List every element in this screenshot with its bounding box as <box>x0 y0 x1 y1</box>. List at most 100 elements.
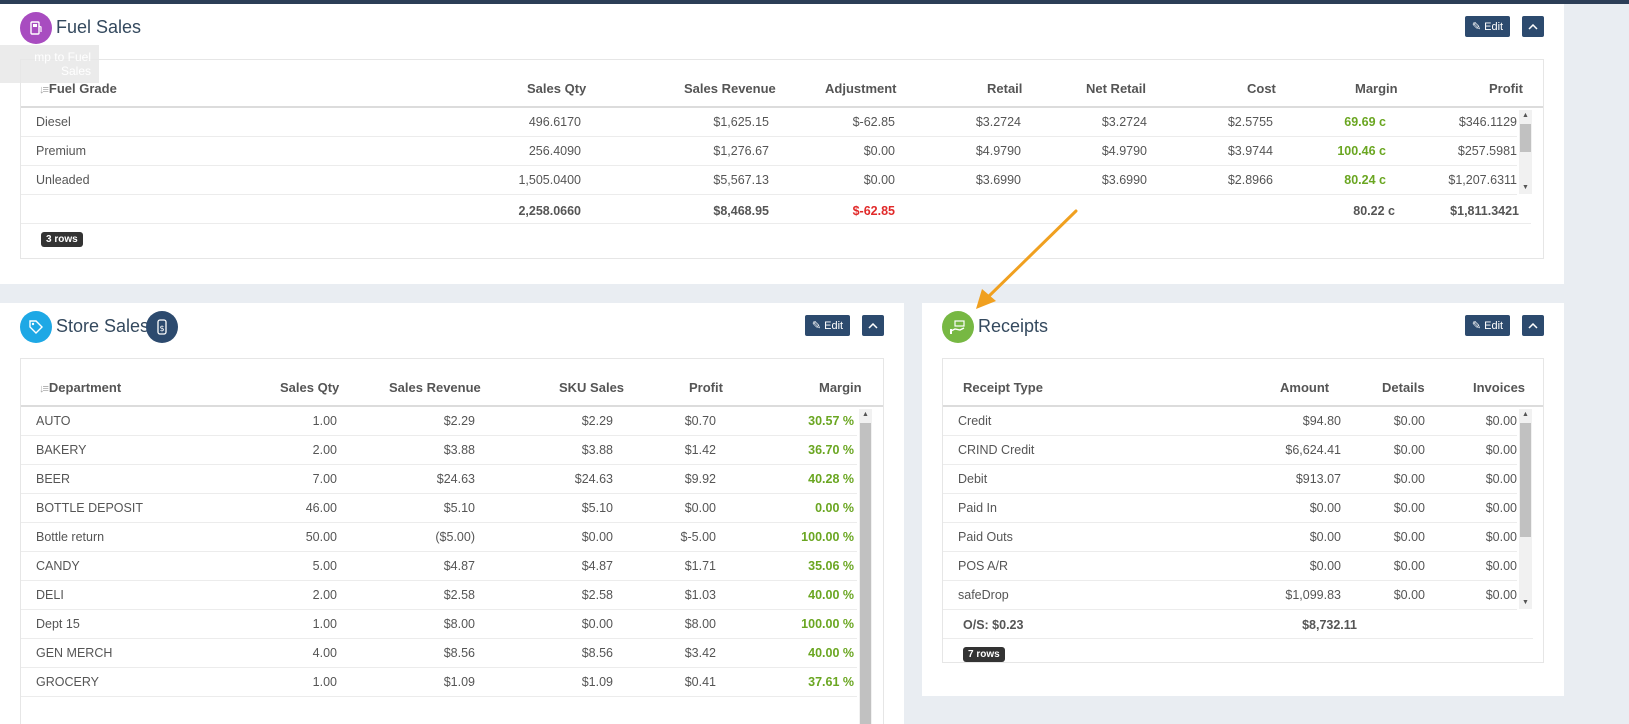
profit-cell: $1.03 <box>684 588 716 602</box>
store-edit-button[interactable]: ✎ Edit <box>805 315 850 336</box>
table-row[interactable]: BOTTLE DEPOSIT 46.00 $5.10 $5.10 $0.00 0.00 % <box>21 494 857 523</box>
table-row[interactable]: CRIND Credit $6,624.41 $0.00 $0.00 <box>943 436 1517 465</box>
column-header-sales-qty[interactable]: Sales Qty <box>527 81 587 96</box>
profit-cell: $1.71 <box>684 559 716 573</box>
scroll-up-icon[interactable]: ▲ <box>862 411 869 418</box>
margin-cell: 40.00 % <box>808 588 854 602</box>
scroll-thumb[interactable] <box>860 423 871 724</box>
amount-cell: $913.07 <box>1295 472 1341 486</box>
pencil-icon: ✎ <box>811 320 822 332</box>
table-row[interactable]: CANDY 5.00 $4.87 $4.87 $1.71 35.06 % <box>21 552 857 581</box>
svg-text:$: $ <box>159 324 164 333</box>
sku-sales-cell: $0.00 <box>581 530 613 544</box>
column-header-fuel-grade[interactable]: ↓≡ Fuel Grade <box>39 81 117 96</box>
invoices-cell: $0.00 <box>1485 530 1517 544</box>
column-header-sales-revenue[interactable]: Sales Revenue <box>684 81 776 96</box>
retail-cell: $4.9790 <box>975 144 1021 158</box>
table-row[interactable]: GROCERY 1.00 $1.09 $1.09 $0.41 37.61 % <box>21 668 857 697</box>
chevron-up-icon <box>1528 322 1538 329</box>
table-row[interactable]: Premium 256.4090 $1,276.67 $0.00 $4.9790 $4.9… <box>21 137 1517 166</box>
sales-revenue-cell: $1.09 <box>443 675 475 689</box>
table-row[interactable]: DELI 2.00 $2.58 $2.58 $1.03 40.00 % <box>21 581 857 610</box>
table-row[interactable]: Diesel 496.6170 $1,625.15 $-62.85 $3.2724 $3.… <box>21 108 1517 137</box>
margin-cell: 40.28 % <box>808 472 854 486</box>
column-header-sales-qty[interactable]: Sales Qty <box>280 380 340 395</box>
table-row[interactable]: GEN MERCH 4.00 $8.56 $8.56 $3.42 40.00 % <box>21 639 857 668</box>
receipts-title: Receipts <box>978 316 1049 336</box>
table-row[interactable]: BEER 7.00 $24.63 $24.63 $9.92 40.28 % <box>21 465 857 494</box>
column-header-invoices[interactable]: Invoices <box>1473 380 1526 395</box>
amount-cell: $0.00 <box>1309 559 1341 573</box>
scroll-thumb[interactable] <box>1520 423 1531 537</box>
sales-revenue-cell: $5,567.13 <box>713 173 769 187</box>
edit-label: Edit <box>1484 319 1504 332</box>
column-header-cost[interactable]: Cost <box>1247 81 1276 96</box>
receipts-collapse-button[interactable] <box>1522 315 1544 336</box>
profit-cell: $9.92 <box>684 472 716 486</box>
margin-cell: 100.46 c <box>1337 144 1386 158</box>
table-row[interactable]: Dept 15 1.00 $8.00 $0.00 $8.00 100.00 % <box>21 610 857 639</box>
fuel-collapse-button[interactable] <box>1522 16 1544 37</box>
scroll-down-icon[interactable]: ▼ <box>1522 184 1529 191</box>
sku-sales-cell: $8.56 <box>581 646 613 660</box>
scroll-up-icon[interactable]: ▲ <box>1522 112 1529 119</box>
scroll-up-icon[interactable]: ▲ <box>1522 411 1529 418</box>
store-sales-panel: Store Sales $ ✎ Edit ↓≡ Department Sales Q… <box>0 303 904 724</box>
details-cell: $0.00 <box>1393 501 1425 515</box>
receipts-scrollbar[interactable]: ▲ ▼ <box>1519 409 1532 609</box>
receipt-type-cell: CRIND Credit <box>958 443 1035 457</box>
sales-qty-cell: 5.00 <box>312 559 337 573</box>
cost-cell: $3.9744 <box>1227 144 1273 158</box>
scroll-thumb[interactable] <box>1520 124 1531 152</box>
sales-revenue-cell: $5.10 <box>443 501 475 515</box>
amount-cell: $0.00 <box>1309 501 1341 515</box>
table-row[interactable]: AUTO 1.00 $2.29 $2.29 $0.70 30.57 % <box>21 407 857 436</box>
details-cell: $0.00 <box>1393 443 1425 457</box>
receipt-type-cell: POS A/R <box>958 559 1009 573</box>
table-row[interactable]: Paid Outs $0.00 $0.00 $0.00 <box>943 523 1517 552</box>
column-header-department[interactable]: ↓≡ Department <box>39 380 122 395</box>
store-scrollbar[interactable]: ▲ <box>859 409 872 724</box>
column-header-retail[interactable]: Retail <box>987 81 1023 96</box>
column-header-receipt-type[interactable]: Receipt Type <box>963 380 1043 395</box>
column-header-margin[interactable]: Margin <box>819 380 862 395</box>
profit-cell: $8.00 <box>684 617 716 631</box>
column-header-net-retail[interactable]: Net Retail <box>1086 81 1146 96</box>
sales-qty-cell: 4.00 <box>312 646 337 660</box>
table-row[interactable]: POS A/R $0.00 $0.00 $0.00 <box>943 552 1517 581</box>
fuel-scrollbar[interactable]: ▲ ▼ <box>1519 110 1532 194</box>
profit-cell: $3.42 <box>684 646 716 660</box>
table-row[interactable]: Credit $94.80 $0.00 $0.00 <box>943 407 1517 436</box>
margin-cell: 0.00 % <box>815 501 854 515</box>
money-tag-icon: $ <box>146 311 178 343</box>
annotation-arrow-icon <box>976 209 1078 309</box>
sales-qty-cell: 496.6170 <box>528 115 581 129</box>
table-row[interactable]: Bottle return 50.00 ($5.00) $0.00 $-5.00 100.… <box>21 523 857 552</box>
column-header-amount[interactable]: Amount <box>1280 380 1330 395</box>
column-header-profit[interactable]: Profit <box>1489 81 1523 96</box>
column-header-sales-revenue[interactable]: Sales Revenue <box>389 380 481 395</box>
column-header-profit[interactable]: Profit <box>689 380 723 395</box>
fuel-edit-button[interactable]: ✎ Edit <box>1465 16 1510 37</box>
table-row[interactable]: Unleaded 1,505.0400 $5,567.13 $0.00 $3.6990 $… <box>21 166 1517 195</box>
edit-label: Edit <box>1484 20 1504 33</box>
fuel-grade-cell: Premium <box>36 144 87 158</box>
sales-qty-cell: 50.00 <box>305 530 337 544</box>
column-header-adjustment[interactable]: Adjustment <box>825 81 897 96</box>
net-retail-cell: $3.6990 <box>1101 173 1147 187</box>
scroll-down-icon[interactable]: ▼ <box>1522 599 1529 606</box>
column-header-details[interactable]: Details <box>1382 380 1425 395</box>
amount-cell: $1,099.83 <box>1285 588 1341 602</box>
table-row[interactable]: Paid In $0.00 $0.00 $0.00 <box>943 494 1517 523</box>
receipts-edit-button[interactable]: ✎ Edit <box>1465 315 1510 336</box>
column-header-sku-sales[interactable]: SKU Sales <box>559 380 625 395</box>
table-row[interactable]: safeDrop $1,099.83 $0.00 $0.00 <box>943 581 1517 610</box>
table-row[interactable]: BAKERY 2.00 $3.88 $3.88 $1.42 36.70 % <box>21 436 857 465</box>
receipt-type-cell: Credit <box>958 414 992 428</box>
table-row[interactable]: Debit $913.07 $0.00 $0.00 <box>943 465 1517 494</box>
store-collapse-button[interactable] <box>862 315 884 336</box>
sales-revenue-cell: $2.29 <box>443 414 475 428</box>
sales-qty-cell: 7.00 <box>312 472 337 486</box>
sales-revenue-cell: $8.56 <box>443 646 475 660</box>
column-header-margin[interactable]: Margin <box>1355 81 1398 96</box>
